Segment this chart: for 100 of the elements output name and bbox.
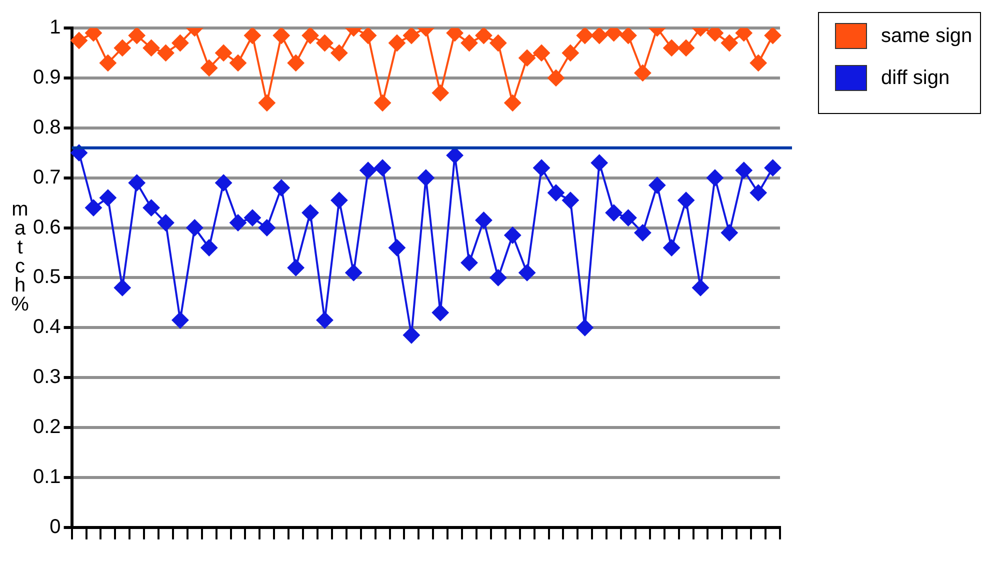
point [678,192,695,209]
point [287,54,304,72]
point [735,162,752,179]
point [750,54,767,72]
point [330,192,348,209]
point [157,44,174,62]
point [533,159,550,176]
point [720,224,738,242]
point [576,28,594,44]
point [302,204,319,222]
point [186,219,204,236]
point [490,269,507,286]
y-tick-label: 0.1 [32,466,61,488]
point [374,94,392,112]
point [504,94,522,112]
point [475,28,492,44]
point [678,39,695,56]
point [490,34,507,52]
point [562,192,579,209]
point [99,54,116,72]
point [402,326,420,344]
point [432,84,449,102]
point [590,28,608,44]
point [244,209,261,226]
y-tick-label: 1 [50,16,61,39]
point [402,28,420,44]
point [99,189,116,206]
point [634,64,652,82]
point [360,28,377,44]
y-tick-label: 0.6 [32,216,61,238]
point [590,154,608,172]
point [663,39,680,56]
point [374,159,392,176]
point [114,279,131,296]
point [504,226,522,244]
point [287,259,304,276]
point [215,44,232,62]
point [230,214,247,232]
point [258,94,276,112]
point [388,34,406,52]
point [518,264,536,282]
point [475,212,492,229]
point [360,162,377,179]
point [172,34,189,52]
y-axis-title: match % [11,198,30,316]
point [562,44,579,62]
point [200,239,218,256]
point [142,39,160,56]
point [128,28,146,44]
point [460,34,478,52]
point [764,159,782,176]
point [706,169,724,186]
y-tick-label: 0.5 [32,266,61,288]
point [345,264,362,282]
point [518,49,536,66]
point [244,28,261,44]
point [620,28,637,44]
point [720,34,738,52]
y-tick-label: 0.8 [32,116,61,138]
point [330,44,348,62]
point [157,214,174,232]
y-tick-label: 0.9 [32,66,61,88]
point [620,209,637,226]
point [576,319,594,336]
point [634,224,652,242]
point [764,28,782,44]
point [128,174,146,192]
point [200,59,218,76]
point [663,239,680,256]
point [258,219,276,236]
y-tick-label: 0.4 [32,316,61,338]
y-tick-label: 0.3 [32,366,61,388]
point [114,39,131,56]
point [316,34,334,52]
point [272,28,290,44]
legend-label: diff sign [881,66,950,90]
point [302,28,319,44]
point [230,54,247,72]
y-tick-label: 0 [50,516,61,538]
point [272,179,290,196]
point [84,199,102,216]
point [172,312,189,329]
point [215,174,232,192]
y-tick-label: 0.2 [32,416,61,438]
point [388,239,406,256]
legend-label: same sign [881,24,972,48]
point [605,204,622,222]
point [70,32,88,49]
point [750,184,767,202]
point [547,184,564,202]
point [547,69,564,86]
point [692,279,710,296]
point [533,44,550,62]
point [460,254,478,272]
point [648,176,666,194]
point [316,312,334,329]
point [432,304,449,322]
point [142,199,160,216]
point [417,169,434,186]
y-tick-label: 0.7 [32,166,61,188]
